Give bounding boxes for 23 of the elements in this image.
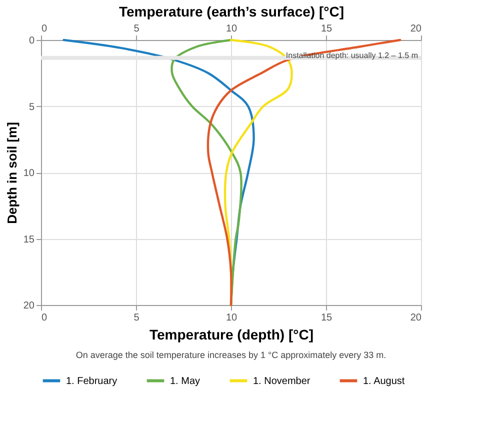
y-tick-label: 15	[23, 234, 35, 246]
x-axis-title: Temperature (depth) [°C]	[149, 326, 314, 342]
x-tick-label: 20	[410, 24, 422, 34]
x2-tick-label: 15	[320, 312, 332, 324]
y-tick-label: 5	[28, 102, 35, 113]
x2-tick-label: 10	[226, 312, 238, 324]
x-tick-label: 5	[134, 24, 140, 34]
x2-tick-label: 0	[42, 312, 48, 324]
text: On average the soil temperature increases by 1 °C approximately every 33 m.	[76, 350, 386, 360]
legend-label: 1. August	[363, 376, 405, 387]
legend-label: 1. May	[170, 376, 200, 387]
x-tick-label: 10	[226, 24, 238, 34]
legend-label: 1. February	[66, 376, 118, 387]
y-tick-label: 20	[23, 300, 35, 312]
x-tick-label: 15	[320, 24, 332, 34]
x2-tick-label: 20	[410, 312, 422, 324]
y-tick-label: 10	[23, 168, 35, 179]
legend-label: 1. November	[253, 376, 311, 387]
x-tick-label: 0	[42, 24, 48, 34]
x2-axis-title: Temperature (earth’s surface) [°C]	[119, 4, 344, 20]
x2-tick-label: 5	[134, 312, 140, 324]
y-tick-label: 0	[28, 36, 35, 46]
y-axis-title: Depth in soil [m]	[4, 122, 20, 224]
